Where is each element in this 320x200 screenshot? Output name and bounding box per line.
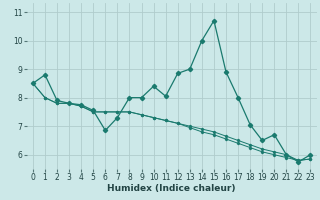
X-axis label: Humidex (Indice chaleur): Humidex (Indice chaleur) [108,184,236,193]
